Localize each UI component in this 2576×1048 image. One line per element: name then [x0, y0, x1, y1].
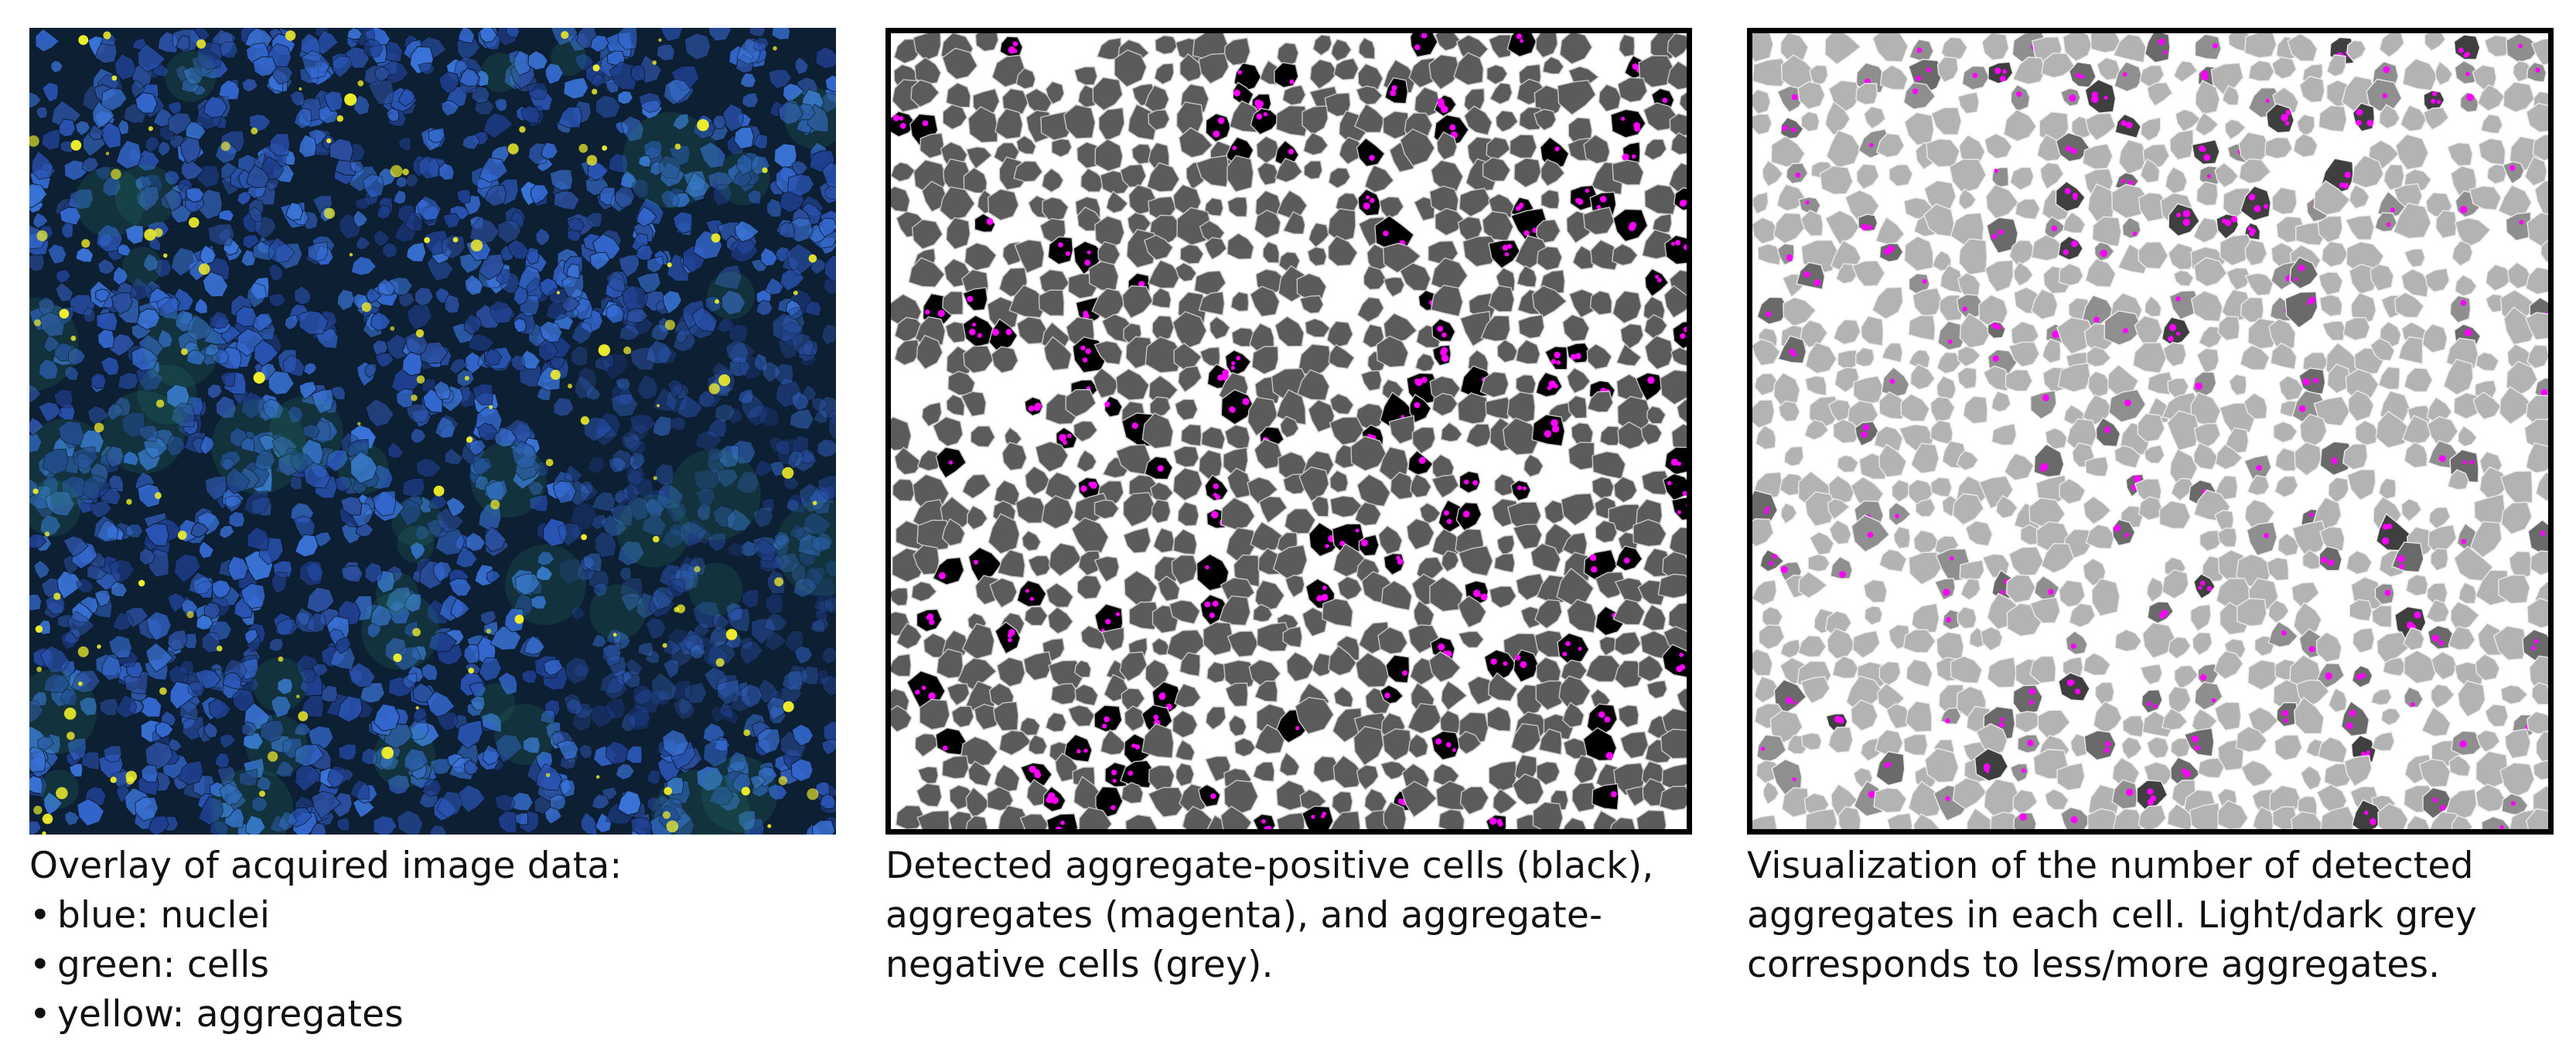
aggregate-count-map: [1747, 28, 2554, 835]
count-caption-line: aggregates in each cell. Light/dark grey: [1747, 894, 2478, 937]
overlay-microscopy-image: [29, 28, 836, 835]
count-caption-line: corresponds to less/more aggregates.: [1747, 944, 2441, 986]
segmented-cells-layer: [891, 33, 1687, 829]
legend-text-nuclei: blue: nuclei: [56, 894, 271, 937]
detected-cells-panel: [885, 28, 1692, 835]
detected-caption-line: Detected aggregate-positive cells (black…: [885, 845, 1654, 887]
count-caption: Visualization of the number of detected …: [1747, 841, 2477, 990]
detected-caption-line: negative cells (grey).: [885, 944, 1274, 986]
legend-item-nuclei: • blue: nuclei: [29, 891, 622, 940]
legend-item-cells: • green: cells: [29, 940, 622, 990]
overlay-caption-title: Overlay of acquired image data:: [29, 845, 623, 887]
aggregate-count-panel: [1747, 28, 2554, 835]
bullet-icon: •: [29, 993, 51, 1036]
aggregate-spots-layer: [29, 30, 819, 835]
bullet-icon: •: [29, 944, 51, 986]
legend-text-aggregates: yellow: aggregates: [56, 993, 404, 1036]
nuclei-layer: [29, 28, 836, 835]
overlay-panel: [29, 28, 836, 835]
overlay-caption: Overlay of acquired image data: • blue: n…: [29, 841, 622, 1039]
cell-glow-layer: [29, 39, 836, 835]
count-cells-layer: [1752, 33, 2548, 829]
detected-cells-map: [885, 28, 1692, 835]
bullet-icon: •: [29, 894, 51, 937]
legend-text-cells: green: cells: [56, 944, 270, 986]
count-caption-line: Visualization of the number of detected: [1747, 845, 2474, 887]
detected-caption: Detected aggregate-positive cells (black…: [885, 841, 1653, 990]
detected-caption-line: aggregates (magenta), and aggregate-: [885, 894, 1603, 937]
legend-item-aggregates: • yellow: aggregates: [29, 990, 622, 1039]
